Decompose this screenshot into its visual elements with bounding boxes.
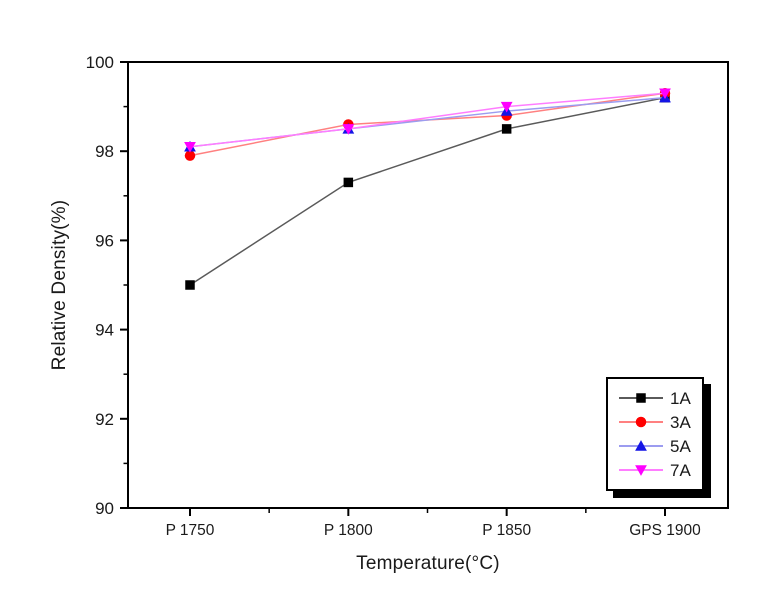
legend-marker xyxy=(635,416,647,428)
series-line xyxy=(189,96,666,286)
x-tick-label: GPS 1900 xyxy=(629,522,701,539)
marker-triangle-down xyxy=(500,101,513,113)
legend-circle-icon xyxy=(619,416,663,428)
y-tick-label: 100 xyxy=(86,53,114,72)
y-tick-label: 90 xyxy=(95,499,114,518)
series-line xyxy=(189,92,666,157)
marker-square xyxy=(501,124,512,134)
legend-triangle-up-icon xyxy=(619,440,663,451)
marker-triangle-down xyxy=(659,88,671,100)
marker-triangle-down xyxy=(342,124,355,135)
legend-item-1A: 1A xyxy=(618,386,698,410)
x-axis: P 1750 P 1800 P 1850 GPS 1900 xyxy=(166,508,701,539)
marker-triangle-down xyxy=(184,141,196,153)
series-7A xyxy=(184,88,671,153)
x-tick-label: P 1750 xyxy=(166,522,215,539)
legend-triangle-down-icon xyxy=(619,465,663,476)
legend-item-3A: 3A xyxy=(618,410,698,434)
y-tick-label: 94 xyxy=(95,321,114,340)
legend-item-5A: 5A xyxy=(618,434,698,458)
series-1A xyxy=(185,92,670,290)
marker-circle xyxy=(184,150,196,161)
y-axis-title: Relative Density(%) xyxy=(49,199,70,371)
marker-square xyxy=(185,280,195,290)
legend-marker-shape xyxy=(635,440,647,451)
x-tick-label: P 1800 xyxy=(324,522,373,539)
legend-label: 3A xyxy=(670,412,691,432)
legend-item-7A: 7A xyxy=(618,458,698,482)
y-axis: 90 92 94 96 98 100 xyxy=(86,53,128,518)
legend-label: 7A xyxy=(670,460,691,480)
y-tick-label: 98 xyxy=(95,142,114,161)
y-tick-label: 96 xyxy=(95,231,114,250)
x-tick-label: P 1850 xyxy=(482,522,531,539)
legend-marker-shape xyxy=(635,416,647,428)
legend-marker-shape xyxy=(636,393,646,403)
legend-square-icon xyxy=(619,393,663,403)
legend-marker xyxy=(635,440,647,451)
y-tick-label: 92 xyxy=(95,410,114,429)
legend-marker xyxy=(635,465,647,476)
series-line xyxy=(189,92,666,148)
legend-label: 1A xyxy=(670,388,691,408)
legend-marker xyxy=(636,393,646,403)
legend-label: 5A xyxy=(670,436,691,456)
marker-square xyxy=(343,177,354,188)
x-axis-title: Temperature(°C) xyxy=(356,553,500,574)
legend: 1A 3A 5A 7A xyxy=(606,377,704,491)
legend-marker-shape xyxy=(635,465,647,476)
